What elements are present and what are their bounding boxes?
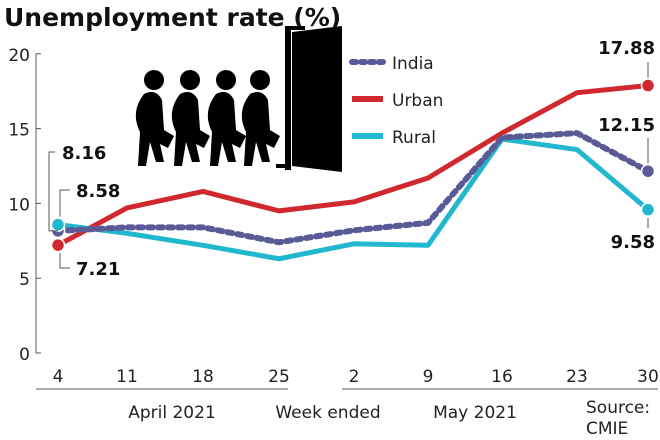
x-tick-label: 2: [349, 367, 360, 387]
x-axis-label: Week ended: [275, 403, 380, 423]
x-tick-label: 11: [116, 367, 138, 387]
series-line-rural: [57, 136, 650, 262]
y-tick-label: 20: [8, 46, 30, 66]
x-tick-label: 30: [637, 367, 659, 387]
data-point-urban: [50, 237, 66, 253]
legend-label: Rural: [392, 128, 436, 148]
x-tick-label: 4: [53, 367, 64, 387]
y-tick-label: 10: [8, 195, 30, 215]
source-value: CMIE: [586, 419, 628, 439]
y-tick-label: 0: [19, 345, 30, 365]
data-point-urban: [640, 78, 656, 93]
leader-line: [48, 151, 58, 232]
month-label: April 2021: [128, 403, 216, 423]
leader-line: [59, 189, 70, 217]
x-tick-label: 18: [192, 367, 214, 387]
x-tick-label: 9: [423, 367, 434, 387]
data-label: 17.88: [598, 38, 655, 59]
legend-label: Urban: [392, 91, 443, 111]
series-line-urban: [56, 83, 649, 248]
x-tick-label: 25: [268, 367, 290, 387]
data-label: 7.21: [76, 259, 120, 280]
data-label: 12.15: [598, 115, 655, 136]
data-point-rural: [640, 202, 656, 217]
data-label: 9.58: [611, 232, 655, 253]
data-point-india: [640, 163, 656, 179]
y-tick-label: 15: [8, 121, 30, 141]
data-label: 8.58: [76, 181, 120, 202]
x-tick-label: 23: [566, 367, 588, 387]
series-line-india: [55, 130, 651, 246]
data-point-rural: [50, 217, 66, 232]
source-label: Source:: [586, 398, 650, 418]
x-tick-label: 16: [491, 367, 513, 387]
leader-line: [59, 253, 70, 269]
data-label: 8.16: [62, 143, 106, 164]
month-label: May 2021: [433, 403, 517, 423]
job-seekers-door-icon: [135, 26, 342, 172]
legend-label: India: [392, 54, 434, 74]
y-tick-label: 5: [19, 270, 30, 290]
